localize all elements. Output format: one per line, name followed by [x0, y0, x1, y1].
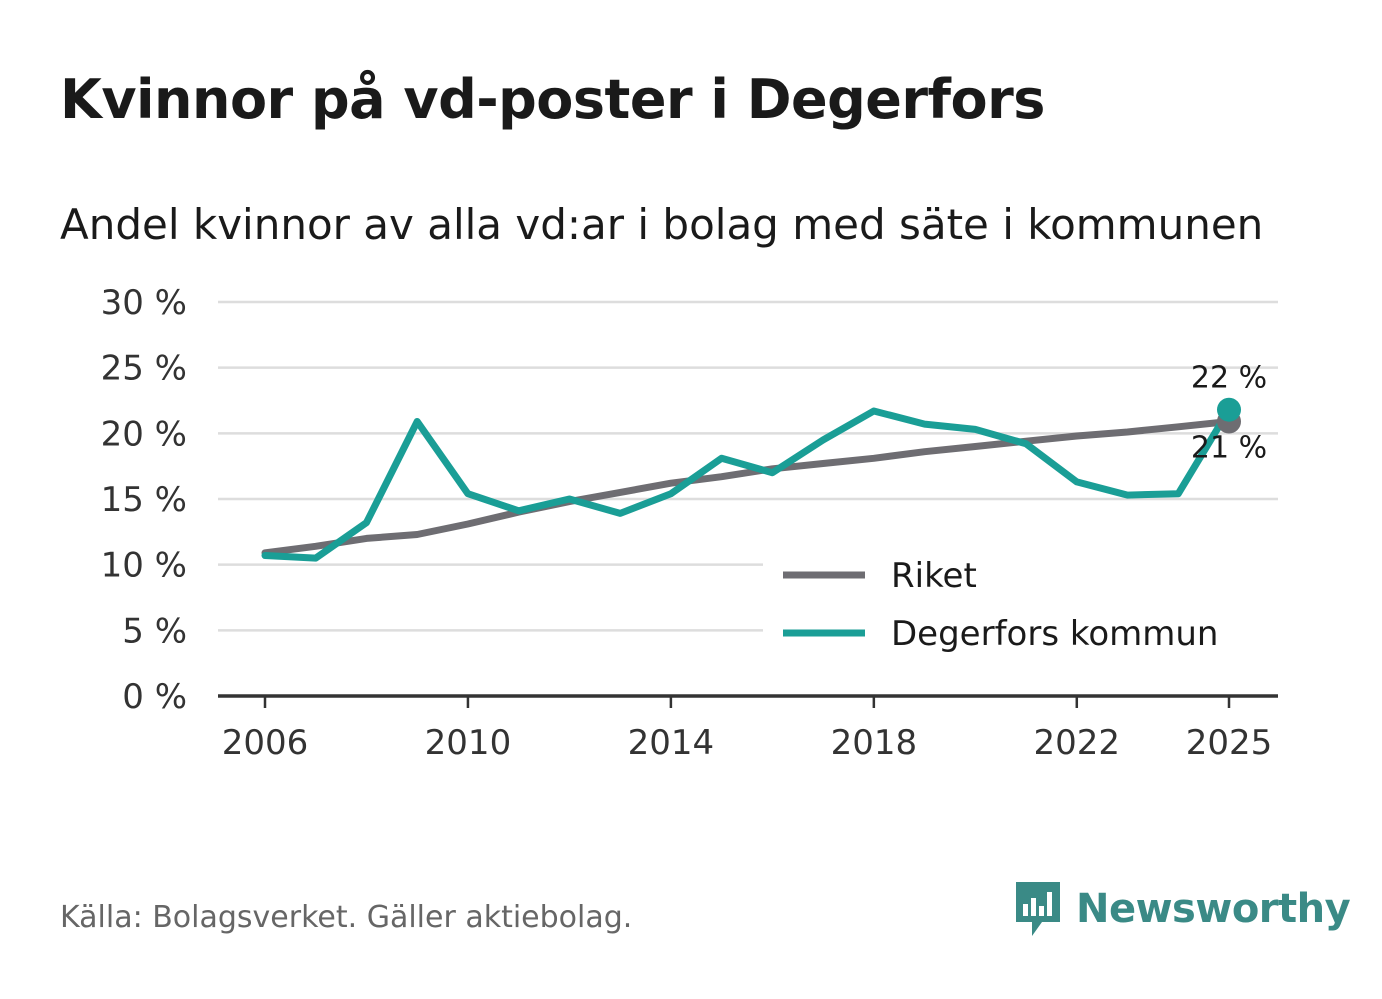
source-note: Källa: Bolagsverket. Gäller aktiebolag.: [60, 900, 633, 935]
series-line-degerfors-kommun: [261, 406, 1233, 562]
end-value-label: 22 %: [1191, 361, 1267, 396]
x-tick-label: 2022: [1034, 723, 1121, 763]
axis-layer: 0 % 5 % 10 % 15 % 20 % 25 % 30 % 2006 2010 2014 20…: [101, 283, 1278, 763]
brand-name: Newsworthy: [1076, 886, 1351, 932]
y-tick-label: 30 %: [101, 283, 187, 323]
chart-title: Kvinnor på vd-poster i Degerfors: [60, 68, 1045, 131]
chart-subtitle: Andel kvinnor av alla vd:ar i bolag med …: [60, 200, 1264, 249]
legend-background: [763, 543, 1283, 595]
y-tick-label: 25 %: [101, 349, 187, 389]
x-tick-label: 2014: [628, 723, 715, 763]
newsworthy-logo-icon: [1016, 882, 1060, 936]
y-tick-label: 15 %: [101, 480, 187, 520]
x-tick-label: 2018: [831, 723, 918, 763]
y-tick-label: 5 %: [122, 611, 187, 651]
x-tick-label: 2010: [425, 723, 512, 763]
legend-label: Degerfors kommun: [891, 614, 1218, 654]
x-tick-label: 2025: [1186, 723, 1273, 763]
line-chart: 0 % 5 % 10 % 15 % 20 % 25 % 30 % 2006 2010 2014 20…: [101, 283, 1283, 763]
series-layer: 21 % 22 %: [261, 361, 1267, 562]
legend-label: Riket: [891, 556, 977, 596]
brand-logo[interactable]: Newsworthy: [1012, 878, 1351, 940]
end-point-marker: [1217, 397, 1241, 422]
y-tick-label: 0 %: [122, 677, 187, 717]
series-line-riket: [261, 418, 1233, 557]
y-tick-label: 20 %: [101, 414, 187, 454]
x-tick-label: 2006: [222, 723, 309, 763]
end-value-label: 21 %: [1191, 431, 1267, 466]
legend: Riket Degerfors kommun: [763, 543, 1283, 654]
legend-background: [763, 601, 1283, 653]
y-tick-label: 10 %: [101, 546, 187, 586]
